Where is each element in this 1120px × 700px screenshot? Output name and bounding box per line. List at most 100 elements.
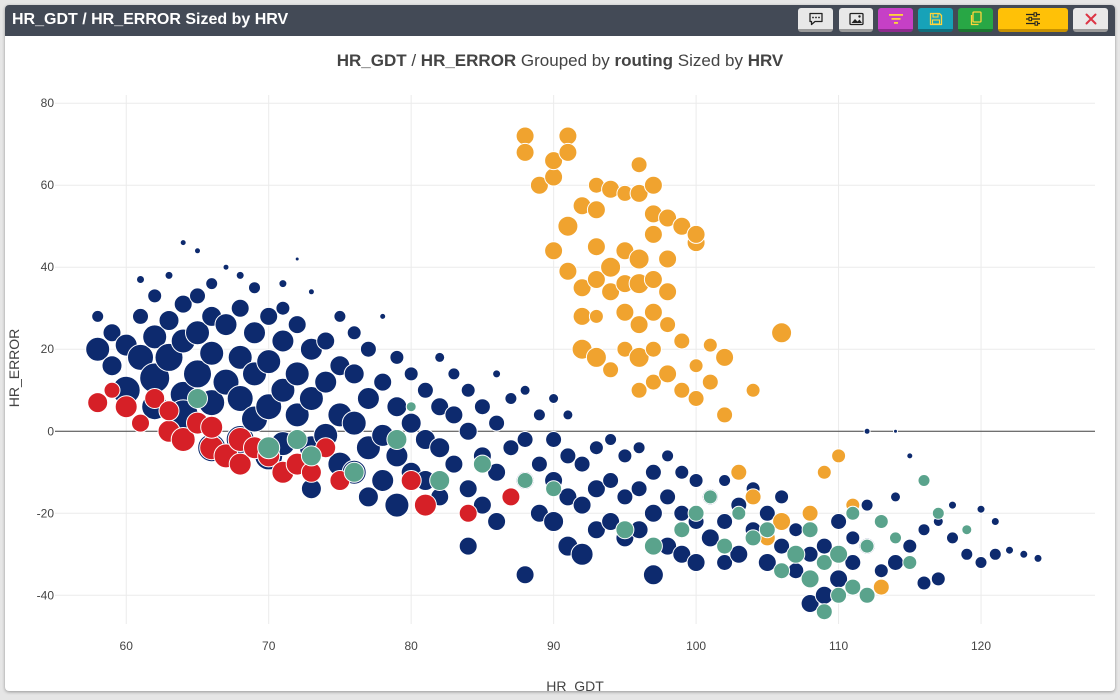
scatter-point[interactable]	[255, 393, 283, 421]
scatter-point[interactable]	[487, 462, 507, 482]
scatter-point[interactable]	[243, 321, 266, 345]
scatter-point[interactable]	[543, 511, 565, 532]
scatter-point[interactable]	[916, 575, 932, 591]
scatter-point[interactable]	[976, 504, 986, 514]
scatter-point[interactable]	[716, 513, 734, 530]
scatter-point[interactable]	[307, 288, 315, 296]
scatter-point[interactable]	[729, 544, 749, 564]
scatter-point[interactable]	[800, 569, 820, 589]
scatter-point[interactable]	[230, 298, 250, 318]
scatter-point[interactable]	[530, 455, 548, 473]
scatter-point[interactable]	[731, 505, 747, 521]
scatter-point[interactable]	[544, 151, 564, 171]
scatter-point[interactable]	[558, 142, 578, 162]
scatter-point[interactable]	[405, 401, 417, 413]
scatter-point[interactable]	[730, 463, 748, 481]
scatter-point[interactable]	[357, 486, 379, 508]
scatter-point[interactable]	[131, 413, 150, 433]
scatter-point[interactable]	[700, 528, 720, 548]
scatter-point[interactable]	[248, 281, 261, 295]
scatter-point[interactable]	[643, 536, 663, 556]
scatter-point[interactable]	[604, 433, 618, 446]
scatter-point[interactable]	[1019, 549, 1029, 559]
scatter-point[interactable]	[658, 208, 678, 228]
scatter-point[interactable]	[545, 480, 563, 498]
scatter-point[interactable]	[142, 324, 168, 350]
scatter-point[interactable]	[473, 398, 491, 416]
scatter-point[interactable]	[278, 279, 288, 289]
scatter-point[interactable]	[588, 440, 604, 456]
scatter-point[interactable]	[815, 554, 833, 571]
scatter-point[interactable]	[844, 554, 862, 571]
scatter-point[interactable]	[371, 469, 395, 492]
scatter-point[interactable]	[758, 521, 776, 539]
scatter-point[interactable]	[179, 239, 187, 247]
scatter-point[interactable]	[600, 256, 622, 278]
scatter-point[interactable]	[628, 248, 650, 270]
scatter-point[interactable]	[87, 392, 109, 414]
scatter-point[interactable]	[601, 282, 621, 302]
scatter-point[interactable]	[183, 359, 212, 389]
scatter-point[interactable]	[341, 410, 367, 436]
scatter-point[interactable]	[487, 512, 507, 531]
scatter-point[interactable]	[816, 464, 832, 480]
scatter-point[interactable]	[702, 489, 718, 505]
scatter-point[interactable]	[403, 366, 419, 382]
scatter-point[interactable]	[990, 517, 1000, 526]
scatter-point[interactable]	[544, 167, 564, 187]
scatter-point[interactable]	[316, 331, 336, 351]
scatter-point[interactable]	[359, 340, 377, 358]
scatter-point[interactable]	[628, 346, 650, 368]
scatter-point[interactable]	[860, 498, 874, 512]
scatter-point[interactable]	[132, 307, 149, 325]
scatter-point[interactable]	[687, 504, 705, 522]
scatter-point[interactable]	[164, 270, 174, 280]
scatter-point[interactable]	[686, 224, 706, 244]
scatter-point[interactable]	[829, 544, 849, 564]
scatter-point[interactable]	[572, 278, 592, 298]
scatter-point[interactable]	[287, 315, 307, 335]
scatter-point[interactable]	[429, 470, 451, 491]
scatter-point[interactable]	[948, 500, 957, 510]
scatter-point[interactable]	[430, 397, 450, 417]
scatter-point[interactable]	[960, 547, 974, 561]
scatter-point[interactable]	[601, 512, 621, 531]
scatter-point[interactable]	[644, 463, 662, 481]
scatter-point[interactable]	[844, 578, 862, 596]
scatter-point[interactable]	[222, 263, 230, 271]
scatter-point[interactable]	[458, 503, 478, 523]
scatter-point[interactable]	[673, 521, 691, 539]
scatter-point[interactable]	[890, 491, 901, 503]
scatter-point[interactable]	[558, 487, 578, 507]
scatter-point[interactable]	[346, 325, 362, 341]
scatter-point[interactable]	[515, 126, 535, 146]
scatter-point[interactable]	[974, 556, 988, 569]
scatter-point[interactable]	[570, 542, 594, 566]
scatter-point[interactable]	[1033, 553, 1043, 563]
scatter-point[interactable]	[687, 390, 705, 407]
scatter-point[interactable]	[716, 537, 734, 555]
scatter-point[interactable]	[558, 126, 578, 146]
scatter-point[interactable]	[384, 492, 410, 518]
scatter-point[interactable]	[136, 275, 145, 284]
scatter-point[interactable]	[863, 427, 871, 435]
scatter-point[interactable]	[472, 495, 492, 515]
scatter-point[interactable]	[988, 547, 1002, 561]
scatter-point[interactable]	[629, 315, 649, 335]
scatter-point[interactable]	[516, 431, 534, 448]
scatter-point[interactable]	[103, 381, 121, 399]
scatter-point[interactable]	[458, 479, 478, 499]
scatter-point[interactable]	[458, 421, 478, 441]
scatter-point[interactable]	[333, 309, 347, 323]
scatter-point[interactable]	[961, 524, 973, 536]
scatter-point[interactable]	[672, 216, 692, 236]
scatter-point[interactable]	[688, 473, 704, 488]
scatter-point[interactable]	[572, 495, 592, 515]
scatter-point[interactable]	[930, 571, 946, 587]
scatter-point[interactable]	[830, 586, 848, 604]
scatter-point[interactable]	[214, 313, 238, 337]
scatter-point[interactable]	[488, 414, 506, 432]
scatter-point[interactable]	[460, 382, 476, 398]
scatter-point[interactable]	[529, 175, 549, 195]
scatter-point[interactable]	[271, 329, 295, 353]
